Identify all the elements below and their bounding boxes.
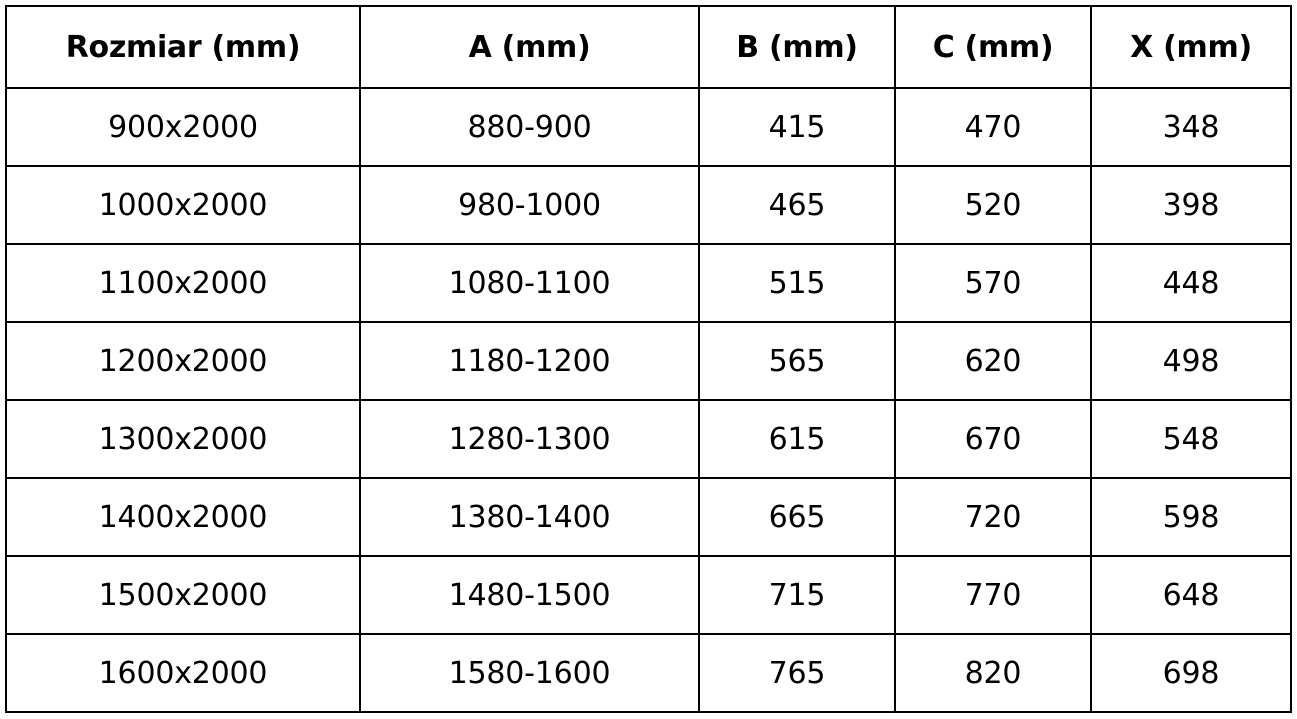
cell-x: 498 bbox=[1090, 321, 1292, 401]
cell-b: 565 bbox=[698, 321, 896, 401]
cell-c: 720 bbox=[894, 477, 1092, 557]
cell-b: 515 bbox=[698, 243, 896, 323]
cell-b: 715 bbox=[698, 555, 896, 635]
cell-c: 820 bbox=[894, 633, 1092, 713]
cell-c: 620 bbox=[894, 321, 1092, 401]
cell-a: 1480-1500 bbox=[359, 555, 700, 635]
table-row: 1600x2000 1580-1600 765 820 698 bbox=[5, 633, 1292, 713]
cell-b: 765 bbox=[698, 633, 896, 713]
cell-b: 415 bbox=[698, 87, 896, 167]
cell-c: 520 bbox=[894, 165, 1092, 245]
table-row: 1100x2000 1080-1100 515 570 448 bbox=[5, 243, 1292, 323]
table-header: Rozmiar (mm) A (mm) B (mm) C (mm) X (mm) bbox=[5, 5, 1292, 89]
cell-x: 698 bbox=[1090, 633, 1292, 713]
cell-a: 980-1000 bbox=[359, 165, 700, 245]
table-row: 1500x2000 1480-1500 715 770 648 bbox=[5, 555, 1292, 635]
dimensions-table: Rozmiar (mm) A (mm) B (mm) C (mm) X (mm)… bbox=[5, 5, 1292, 713]
cell-size: 1200x2000 bbox=[5, 321, 361, 401]
column-header-a: A (mm) bbox=[359, 5, 700, 89]
cell-c: 670 bbox=[894, 399, 1092, 479]
cell-a: 1080-1100 bbox=[359, 243, 700, 323]
cell-b: 615 bbox=[698, 399, 896, 479]
cell-size: 1500x2000 bbox=[5, 555, 361, 635]
table-row: 1200x2000 1180-1200 565 620 498 bbox=[5, 321, 1292, 401]
cell-c: 570 bbox=[894, 243, 1092, 323]
cell-x: 398 bbox=[1090, 165, 1292, 245]
spec-table-container: Rozmiar (mm) A (mm) B (mm) C (mm) X (mm)… bbox=[5, 5, 1292, 713]
column-header-c: C (mm) bbox=[894, 5, 1092, 89]
cell-c: 770 bbox=[894, 555, 1092, 635]
cell-a: 1380-1400 bbox=[359, 477, 700, 557]
cell-size: 1600x2000 bbox=[5, 633, 361, 713]
cell-x: 648 bbox=[1090, 555, 1292, 635]
cell-a: 1280-1300 bbox=[359, 399, 700, 479]
cell-x: 348 bbox=[1090, 87, 1292, 167]
cell-a: 880-900 bbox=[359, 87, 700, 167]
column-header-x: X (mm) bbox=[1090, 5, 1292, 89]
table-row: 1300x2000 1280-1300 615 670 548 bbox=[5, 399, 1292, 479]
cell-b: 465 bbox=[698, 165, 896, 245]
cell-size: 1300x2000 bbox=[5, 399, 361, 479]
cell-x: 548 bbox=[1090, 399, 1292, 479]
cell-size: 1000x2000 bbox=[5, 165, 361, 245]
table-row: 900x2000 880-900 415 470 348 bbox=[5, 87, 1292, 167]
cell-size: 1400x2000 bbox=[5, 477, 361, 557]
cell-a: 1580-1600 bbox=[359, 633, 700, 713]
cell-c: 470 bbox=[894, 87, 1092, 167]
cell-x: 448 bbox=[1090, 243, 1292, 323]
cell-a: 1180-1200 bbox=[359, 321, 700, 401]
cell-x: 598 bbox=[1090, 477, 1292, 557]
cell-size: 900x2000 bbox=[5, 87, 361, 167]
table-body: 900x2000 880-900 415 470 348 1000x2000 9… bbox=[5, 87, 1292, 713]
table-header-row: Rozmiar (mm) A (mm) B (mm) C (mm) X (mm) bbox=[5, 5, 1292, 89]
cell-size: 1100x2000 bbox=[5, 243, 361, 323]
column-header-b: B (mm) bbox=[698, 5, 896, 89]
table-row: 1400x2000 1380-1400 665 720 598 bbox=[5, 477, 1292, 557]
cell-b: 665 bbox=[698, 477, 896, 557]
column-header-size: Rozmiar (mm) bbox=[5, 5, 361, 89]
table-row: 1000x2000 980-1000 465 520 398 bbox=[5, 165, 1292, 245]
